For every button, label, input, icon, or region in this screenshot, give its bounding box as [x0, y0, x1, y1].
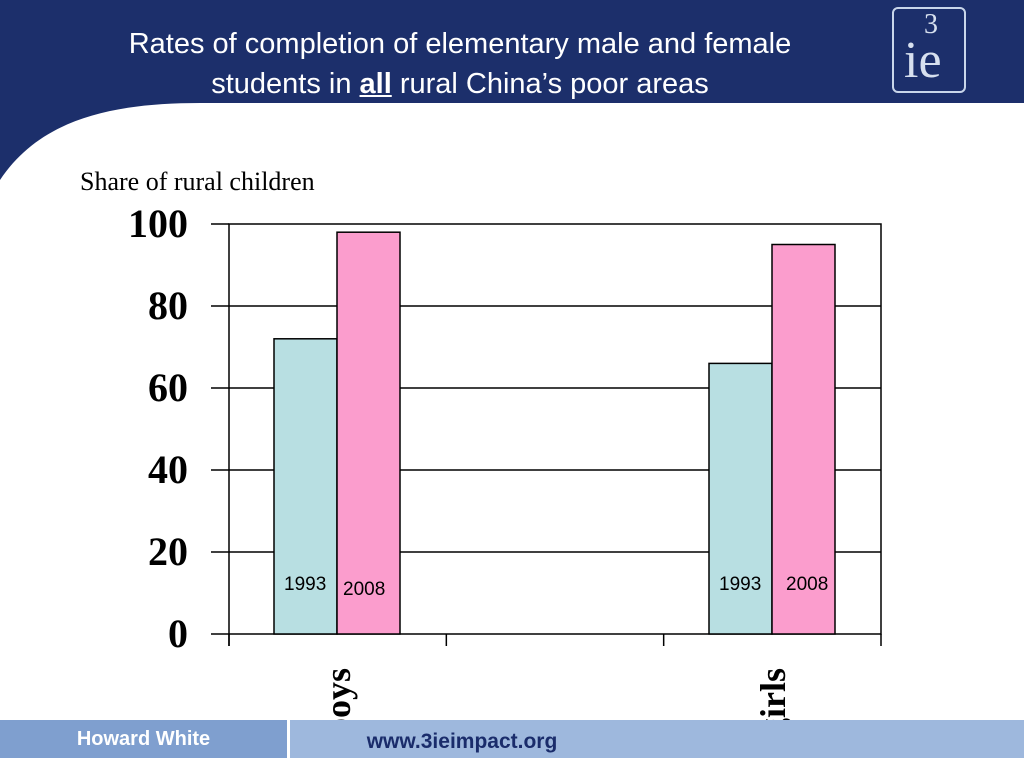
slide-title-line-1: Rates of completion of elementary male a… [128, 28, 792, 60]
bar-label-1993: 1993 [284, 574, 326, 595]
plot-area-border [228, 223, 882, 635]
bar-label-2008: 2008 [343, 579, 385, 600]
y-axis-label: Share of rural children [80, 167, 315, 196]
slide-title-line-2-start: students in [211, 68, 360, 100]
bar-label-1993: 1993 [719, 574, 761, 595]
y-tick-label: 80 [148, 283, 188, 328]
footer-url[interactable]: www.3ieimpact.org [366, 730, 558, 753]
slide-title-line-2-end: rural China’s poor areas [391, 68, 709, 100]
y-tick-label: 20 [148, 529, 188, 574]
bar-label-2008: 2008 [786, 574, 828, 595]
bar-girls-2008 [771, 243, 836, 635]
slide-title-line-2: students in all rural China’s poor areas [80, 64, 840, 104]
footer-author: Howard White [0, 720, 287, 758]
y-tick-label: 0 [168, 611, 188, 656]
bar-boys-2008 [336, 231, 401, 635]
y-tick-label: 60 [148, 365, 188, 410]
3ie-logo: 3 ie [892, 7, 966, 93]
footer-divider [287, 720, 290, 758]
slide-title-emphasis: all [359, 68, 392, 100]
y-tick-label: 100 [128, 201, 188, 246]
y-axis-ticks: 0 20 40 60 80 100 [128, 201, 229, 656]
logo-text: ie [904, 32, 942, 89]
footer-bar: Howard White www.3ieimpact.org [0, 720, 1024, 758]
y-tick-label: 40 [148, 447, 188, 492]
bar-girls-1993 [708, 362, 773, 635]
bars: 1993 2008 1993 2008 [273, 231, 836, 635]
slide-title: Rates of completion of elementary male a… [80, 24, 840, 104]
logo-superscript: 3 [924, 9, 938, 40]
bar-boys-1993 [273, 338, 338, 635]
header-band [0, 0, 1024, 180]
